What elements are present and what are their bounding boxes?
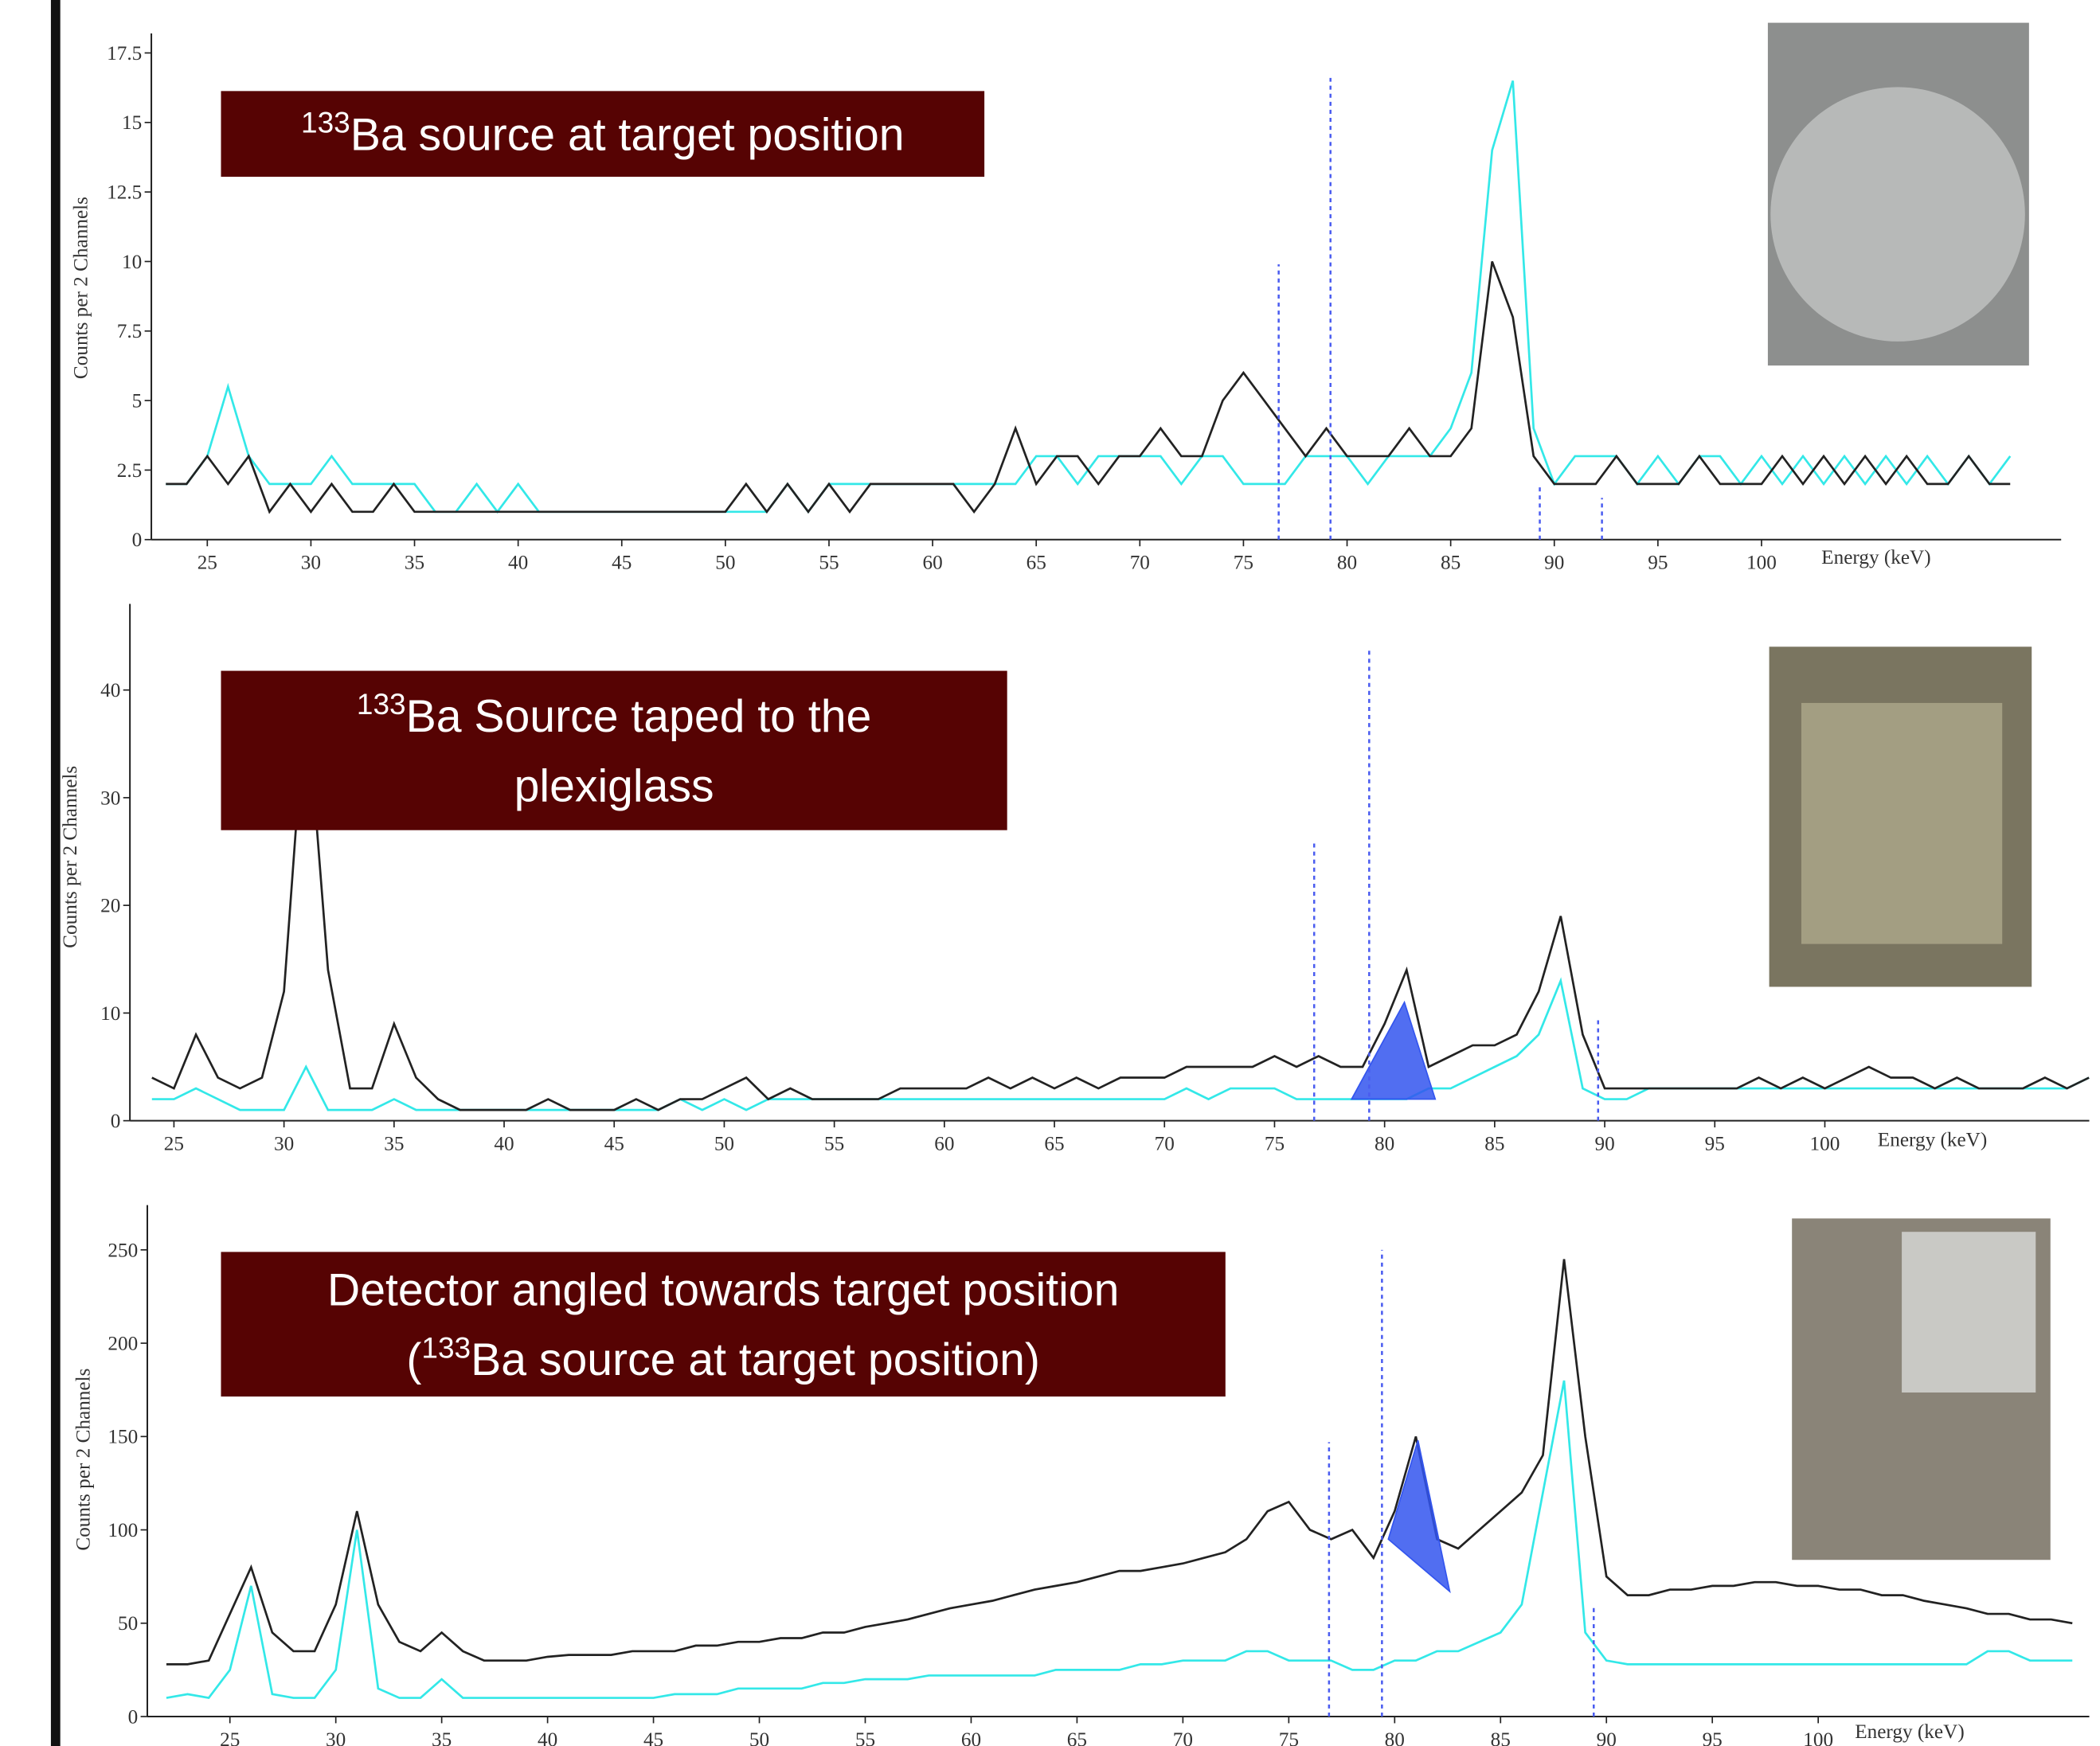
annotation-superscript: 133 <box>301 106 350 139</box>
x-tick-label: 40 <box>538 1729 557 1746</box>
x-tick-label: 80 <box>1337 553 1357 574</box>
annotation-text: (133Ba source at target position) <box>406 1331 1040 1385</box>
x-axis-label: Energy (keV) <box>1878 1130 1987 1151</box>
y-tick-label: 10 <box>100 1003 120 1025</box>
annotation-segment: Detector angled towards target position <box>327 1265 1119 1316</box>
annotation-segment: plexiglass <box>514 761 714 812</box>
x-tick-label: 90 <box>1597 1729 1617 1746</box>
x-tick-label: 70 <box>1155 1134 1175 1155</box>
x-tick-label: 70 <box>1130 553 1150 574</box>
x-tick-label: 25 <box>164 1134 184 1155</box>
y-tick-label: 200 <box>108 1333 138 1354</box>
x-tick-label: 50 <box>749 1729 769 1746</box>
x-tick-label: 100 <box>1746 553 1777 574</box>
x-tick-label: 25 <box>197 553 217 574</box>
x-tick-label: 85 <box>1491 1729 1511 1746</box>
x-tick-label: 35 <box>405 553 424 574</box>
y-tick-label: 15 <box>122 112 142 134</box>
y-tick-label: 12.5 <box>107 182 142 204</box>
x-tick-label: 95 <box>1703 1729 1723 1746</box>
x-tick-label: 70 <box>1173 1729 1193 1746</box>
annotation-text: Detector angled towards target position <box>327 1265 1119 1316</box>
annotation-segment: Ba source at target position <box>350 109 905 160</box>
y-tick-label: 250 <box>108 1240 138 1261</box>
y-tick-label: 10 <box>122 252 142 273</box>
y-tick-label: 0 <box>132 529 143 551</box>
x-tick-label: 95 <box>1705 1134 1725 1155</box>
x-tick-label: 90 <box>1594 1134 1614 1155</box>
x-tick-label: 35 <box>432 1729 452 1746</box>
y-tick-label: 50 <box>118 1613 138 1635</box>
y-tick-label: 40 <box>100 680 120 701</box>
annotation-segment: Ba source at target position) <box>471 1334 1040 1385</box>
x-tick-label: 50 <box>715 553 735 574</box>
annotation-superscript: 133 <box>357 688 406 721</box>
y-axis-label: Counts per 2 Channels <box>60 766 81 948</box>
page: 0 2.5 5 7.5 10 12.5 15 17.5 25 30 35 40 45 50 55 60 65 70… <box>0 0 2100 1746</box>
x-tick-label: 75 <box>1234 553 1253 574</box>
x-tick-label: 30 <box>301 553 321 574</box>
x-tick-label: 55 <box>855 1729 875 1746</box>
x-tick-label: 35 <box>384 1134 404 1155</box>
x-tick-label: 55 <box>824 1134 844 1155</box>
annotation-text: plexiglass <box>514 761 714 812</box>
x-tick-label: 25 <box>220 1729 240 1746</box>
y-tick-label: 0 <box>111 1111 121 1132</box>
x-tick-label: 100 <box>1803 1729 1833 1746</box>
y-tick-label: 17.5 <box>107 43 142 64</box>
x-tick-label: 65 <box>1044 1134 1064 1155</box>
photo-detail <box>1801 703 2002 944</box>
y-tick-label: 100 <box>108 1520 138 1541</box>
y-axis-label: Counts per 2 Channels <box>73 1369 95 1551</box>
x-tick-label: 100 <box>1810 1134 1840 1155</box>
x-tick-label: 60 <box>961 1729 981 1746</box>
x-tick-label: 95 <box>1648 553 1668 574</box>
y-tick-label: 0 <box>128 1706 139 1728</box>
x-axis-label: Energy (keV) <box>1855 1721 1964 1743</box>
x-tick-label: 50 <box>714 1134 734 1155</box>
x-tick-label: 85 <box>1441 553 1461 574</box>
x-tick-label: 45 <box>612 553 632 574</box>
y-tick-label: 150 <box>108 1427 138 1448</box>
x-tick-label: 45 <box>643 1729 663 1746</box>
x-tick-label: 60 <box>922 553 942 574</box>
x-tick-label: 60 <box>934 1134 954 1155</box>
x-tick-label: 90 <box>1544 553 1564 574</box>
photo-detail <box>1770 87 2025 342</box>
y-tick-label: 5 <box>132 391 143 412</box>
x-tick-label: 80 <box>1375 1134 1394 1155</box>
x-tick-label: 30 <box>326 1729 346 1746</box>
x-tick-label: 65 <box>1067 1729 1087 1746</box>
y-tick-label: 7.5 <box>117 321 143 342</box>
x-axis-label: Energy (keV) <box>1821 547 1930 568</box>
annotation-segment: Ba Source taped to the <box>406 691 872 742</box>
x-tick-label: 80 <box>1385 1729 1405 1746</box>
x-tick-label: 75 <box>1279 1729 1299 1746</box>
y-tick-label: 30 <box>100 787 120 809</box>
x-tick-label: 45 <box>604 1134 624 1155</box>
photo-detail <box>1902 1232 2035 1393</box>
x-tick-label: 40 <box>494 1134 514 1155</box>
x-tick-label: 30 <box>274 1134 294 1155</box>
annotation-segment: ( <box>406 1334 421 1385</box>
y-tick-label: 20 <box>100 896 120 917</box>
annotation-superscript: 133 <box>421 1331 471 1364</box>
x-tick-label: 55 <box>819 553 839 574</box>
figure: 0 2.5 5 7.5 10 12.5 15 17.5 25 30 35 40 45 50 55 60 65 70… <box>0 0 2100 1746</box>
x-tick-label: 75 <box>1265 1134 1285 1155</box>
y-tick-label: 2.5 <box>117 460 143 482</box>
y-axis-label: Counts per 2 Channels <box>70 197 92 379</box>
annotation-text: 133Ba source at target position <box>301 106 905 160</box>
x-tick-label: 65 <box>1027 553 1046 574</box>
x-tick-label: 40 <box>508 553 528 574</box>
x-tick-label: 85 <box>1484 1134 1504 1155</box>
annotation-text: 133Ba Source taped to the <box>357 688 871 742</box>
